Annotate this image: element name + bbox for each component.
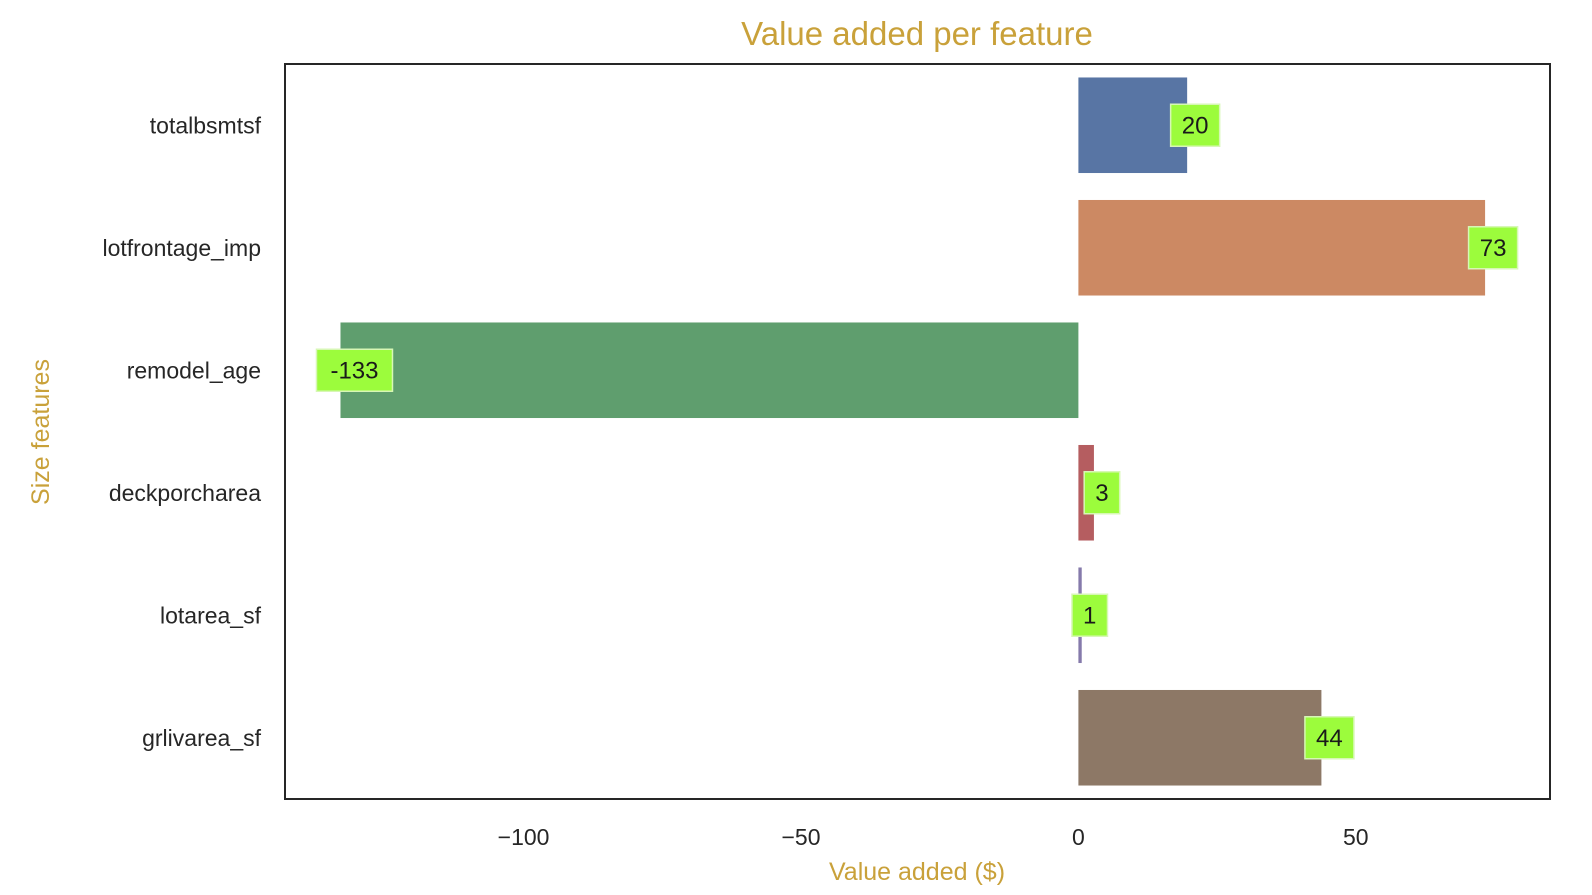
bar-grlivarea_sf <box>1078 689 1322 786</box>
data-label-deckporcharea: 3 <box>1095 480 1108 507</box>
data-label-totalbsmtsf: 20 <box>1182 112 1209 139</box>
plot-frame <box>284 63 1551 800</box>
x-axis-label: Value added ($) <box>829 858 1005 886</box>
y-tick-labels: totalbsmtsf lotfrontage_imp remodel_agedec… <box>102 112 261 751</box>
bar-lotfrontage_imp <box>1078 199 1486 296</box>
y-axis-label: Size features <box>27 359 55 505</box>
data-label-remodel_age: -133 <box>330 357 378 384</box>
bars-layer <box>340 77 1486 786</box>
data-label-box-remodel_age <box>315 348 394 392</box>
data-label-lotarea_sf: 1 <box>1083 602 1096 629</box>
data-label-box-grlivarea_sf <box>1304 716 1355 760</box>
data-label-box-lotfrontage_imp <box>1467 226 1519 270</box>
x-tick-label--50: −50 <box>781 824 820 850</box>
x-tick-label--100: −100 <box>498 824 550 850</box>
bar-totalbsmtsf <box>1078 77 1188 174</box>
x-tick-label-0: 0 <box>1072 824 1085 850</box>
y-tick-label-grlivarea_sf: grlivarea_sf <box>142 725 261 751</box>
data-label-box-totalbsmtsf <box>1169 103 1221 147</box>
data-label-lotfrontage_imp: 73 <box>1480 235 1507 262</box>
y-tick-label-remodel_age: remodel_age <box>127 357 261 383</box>
data-labels-layer: 20 73 -133 3 1 44 <box>315 103 1519 760</box>
data-label-box-deckporcharea <box>1083 471 1121 515</box>
y-tick-label-deckporcharea: deckporcharea <box>109 480 261 506</box>
x-tick-label-50: 50 <box>1343 824 1369 850</box>
chart-title: Value added per feature <box>741 15 1093 52</box>
data-label-box-lotarea_sf <box>1071 593 1109 637</box>
x-tick-labels: −100 −50 0 50 <box>498 824 1369 850</box>
y-tick-label-lotfrontage_imp: lotfrontage_imp <box>102 235 261 261</box>
y-tick-label-totalbsmtsf: totalbsmtsf <box>150 112 262 138</box>
y-tick-label-lotarea_sf: lotarea_sf <box>160 602 262 628</box>
data-label-grlivarea_sf: 44 <box>1316 725 1343 752</box>
bar-remodel_age <box>340 322 1079 419</box>
